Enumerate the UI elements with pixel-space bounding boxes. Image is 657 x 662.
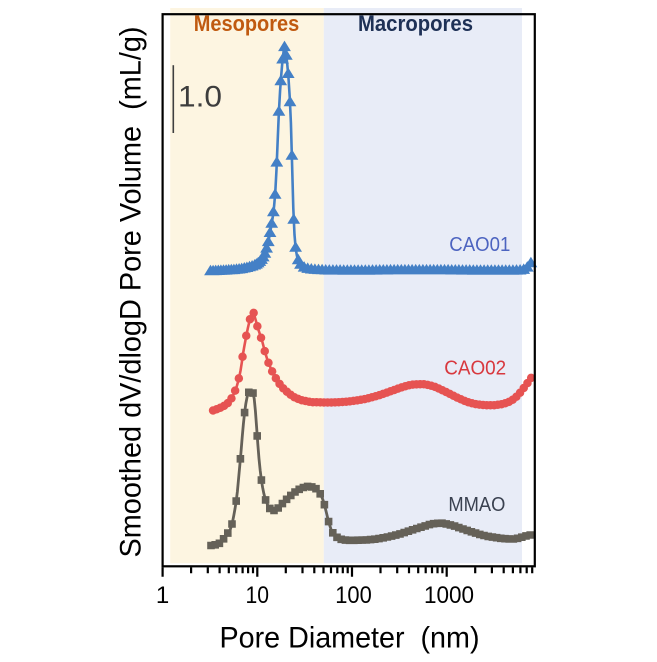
svg-text:Smoothed dV/dlogD Pore Volume: Smoothed dV/dlogD Pore Volume (mL/g) bbox=[115, 27, 148, 558]
svg-text:1000: 1000 bbox=[424, 582, 474, 609]
svg-text:Mesopores: Mesopores bbox=[194, 11, 300, 36]
svg-text:1: 1 bbox=[156, 582, 169, 609]
svg-text:10: 10 bbox=[246, 582, 270, 609]
svg-text:100: 100 bbox=[335, 582, 372, 609]
svg-text:1.0: 1.0 bbox=[178, 81, 222, 114]
svg-text:Macropores: Macropores bbox=[358, 11, 473, 36]
svg-text:CAO01: CAO01 bbox=[449, 233, 510, 256]
svg-text:MMAO: MMAO bbox=[448, 493, 505, 516]
svg-text:CAO02: CAO02 bbox=[444, 356, 506, 379]
svg-text:Pore Diameter (nm): Pore Diameter (nm) bbox=[220, 622, 480, 655]
